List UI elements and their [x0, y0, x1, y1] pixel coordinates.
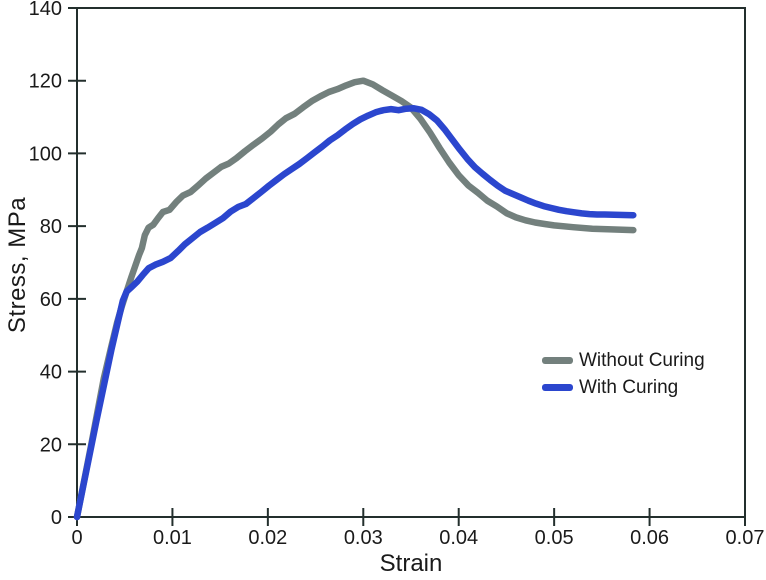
x-axis-title: Strain: [379, 550, 443, 577]
legend-swatch-with-curing: [542, 384, 573, 391]
x-tick-label: 0.05: [535, 527, 574, 549]
legend-label-without-curing: Without Curing: [579, 350, 705, 371]
x-tick-label: 0.06: [630, 527, 669, 549]
y-tick-label: 40: [40, 362, 62, 384]
x-tick-label: 0.04: [439, 527, 478, 549]
curve-without-curing: [73, 77, 637, 521]
y-tick-label: 80: [40, 216, 62, 238]
legend-item-without-curing: Without Curing: [542, 347, 705, 374]
y-tick-label: 120: [29, 71, 62, 93]
x-tick-label: 0.07: [726, 527, 765, 549]
x-tick-label: 0: [71, 527, 82, 549]
y-axis-title: Stress, MPa: [4, 196, 31, 334]
legend-swatch-without-curing: [542, 357, 573, 364]
curve-with-curing: [73, 105, 637, 521]
legend: Without Curing With Curing: [542, 347, 705, 401]
x-tick-label: 0.01: [153, 527, 192, 549]
legend-label-with-curing: With Curing: [579, 377, 679, 398]
legend-item-with-curing: With Curing: [542, 374, 705, 401]
x-tick-label: 0.02: [248, 527, 287, 549]
y-tick-label: 100: [29, 143, 62, 165]
x-tick-label: 0.03: [344, 527, 383, 549]
plot-border: [76, 7, 746, 518]
y-tick-label: 140: [29, 0, 62, 20]
y-tick-label: 0: [51, 507, 62, 529]
y-tick-label: 20: [40, 434, 62, 456]
y-tick-label: 60: [40, 289, 62, 311]
